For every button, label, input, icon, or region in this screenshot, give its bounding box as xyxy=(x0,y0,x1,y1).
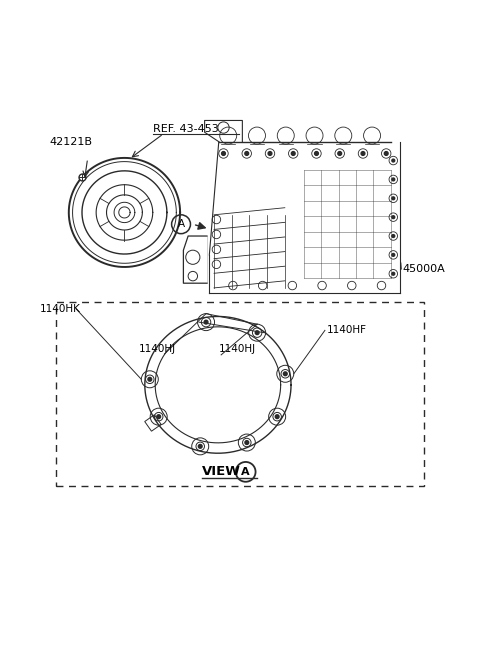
Circle shape xyxy=(392,197,395,199)
Text: 1140HK: 1140HK xyxy=(39,304,81,314)
Circle shape xyxy=(392,216,395,218)
Text: A: A xyxy=(178,219,185,229)
Circle shape xyxy=(252,328,262,337)
Circle shape xyxy=(384,152,388,155)
Circle shape xyxy=(392,253,395,256)
Circle shape xyxy=(196,442,204,451)
Circle shape xyxy=(392,159,395,162)
Circle shape xyxy=(273,413,281,421)
Circle shape xyxy=(268,152,272,155)
Text: 42121B: 42121B xyxy=(49,136,92,147)
Circle shape xyxy=(338,152,342,155)
Circle shape xyxy=(204,320,208,324)
Circle shape xyxy=(255,331,259,335)
Text: 1140HJ: 1140HJ xyxy=(139,344,176,354)
Circle shape xyxy=(148,377,152,381)
Circle shape xyxy=(281,369,289,378)
Text: VIEW: VIEW xyxy=(202,465,241,478)
Circle shape xyxy=(275,415,279,419)
Circle shape xyxy=(392,178,395,181)
Circle shape xyxy=(222,152,226,155)
Text: 45000A: 45000A xyxy=(403,264,445,274)
Circle shape xyxy=(157,415,161,419)
Text: A: A xyxy=(241,467,250,477)
Circle shape xyxy=(361,152,365,155)
Bar xyxy=(56,302,424,486)
Text: 1140HF: 1140HF xyxy=(327,325,367,335)
Bar xyxy=(144,415,161,431)
Circle shape xyxy=(392,272,395,275)
Circle shape xyxy=(242,438,251,447)
Text: REF. 43-453: REF. 43-453 xyxy=(153,124,218,134)
Circle shape xyxy=(392,235,395,237)
Circle shape xyxy=(198,445,202,448)
Circle shape xyxy=(145,375,154,384)
Circle shape xyxy=(155,413,163,421)
Text: 1140HJ: 1140HJ xyxy=(219,344,256,354)
Circle shape xyxy=(283,372,287,376)
Circle shape xyxy=(245,441,249,444)
Circle shape xyxy=(201,318,211,327)
Circle shape xyxy=(314,152,318,155)
Circle shape xyxy=(291,152,295,155)
Circle shape xyxy=(245,152,249,155)
